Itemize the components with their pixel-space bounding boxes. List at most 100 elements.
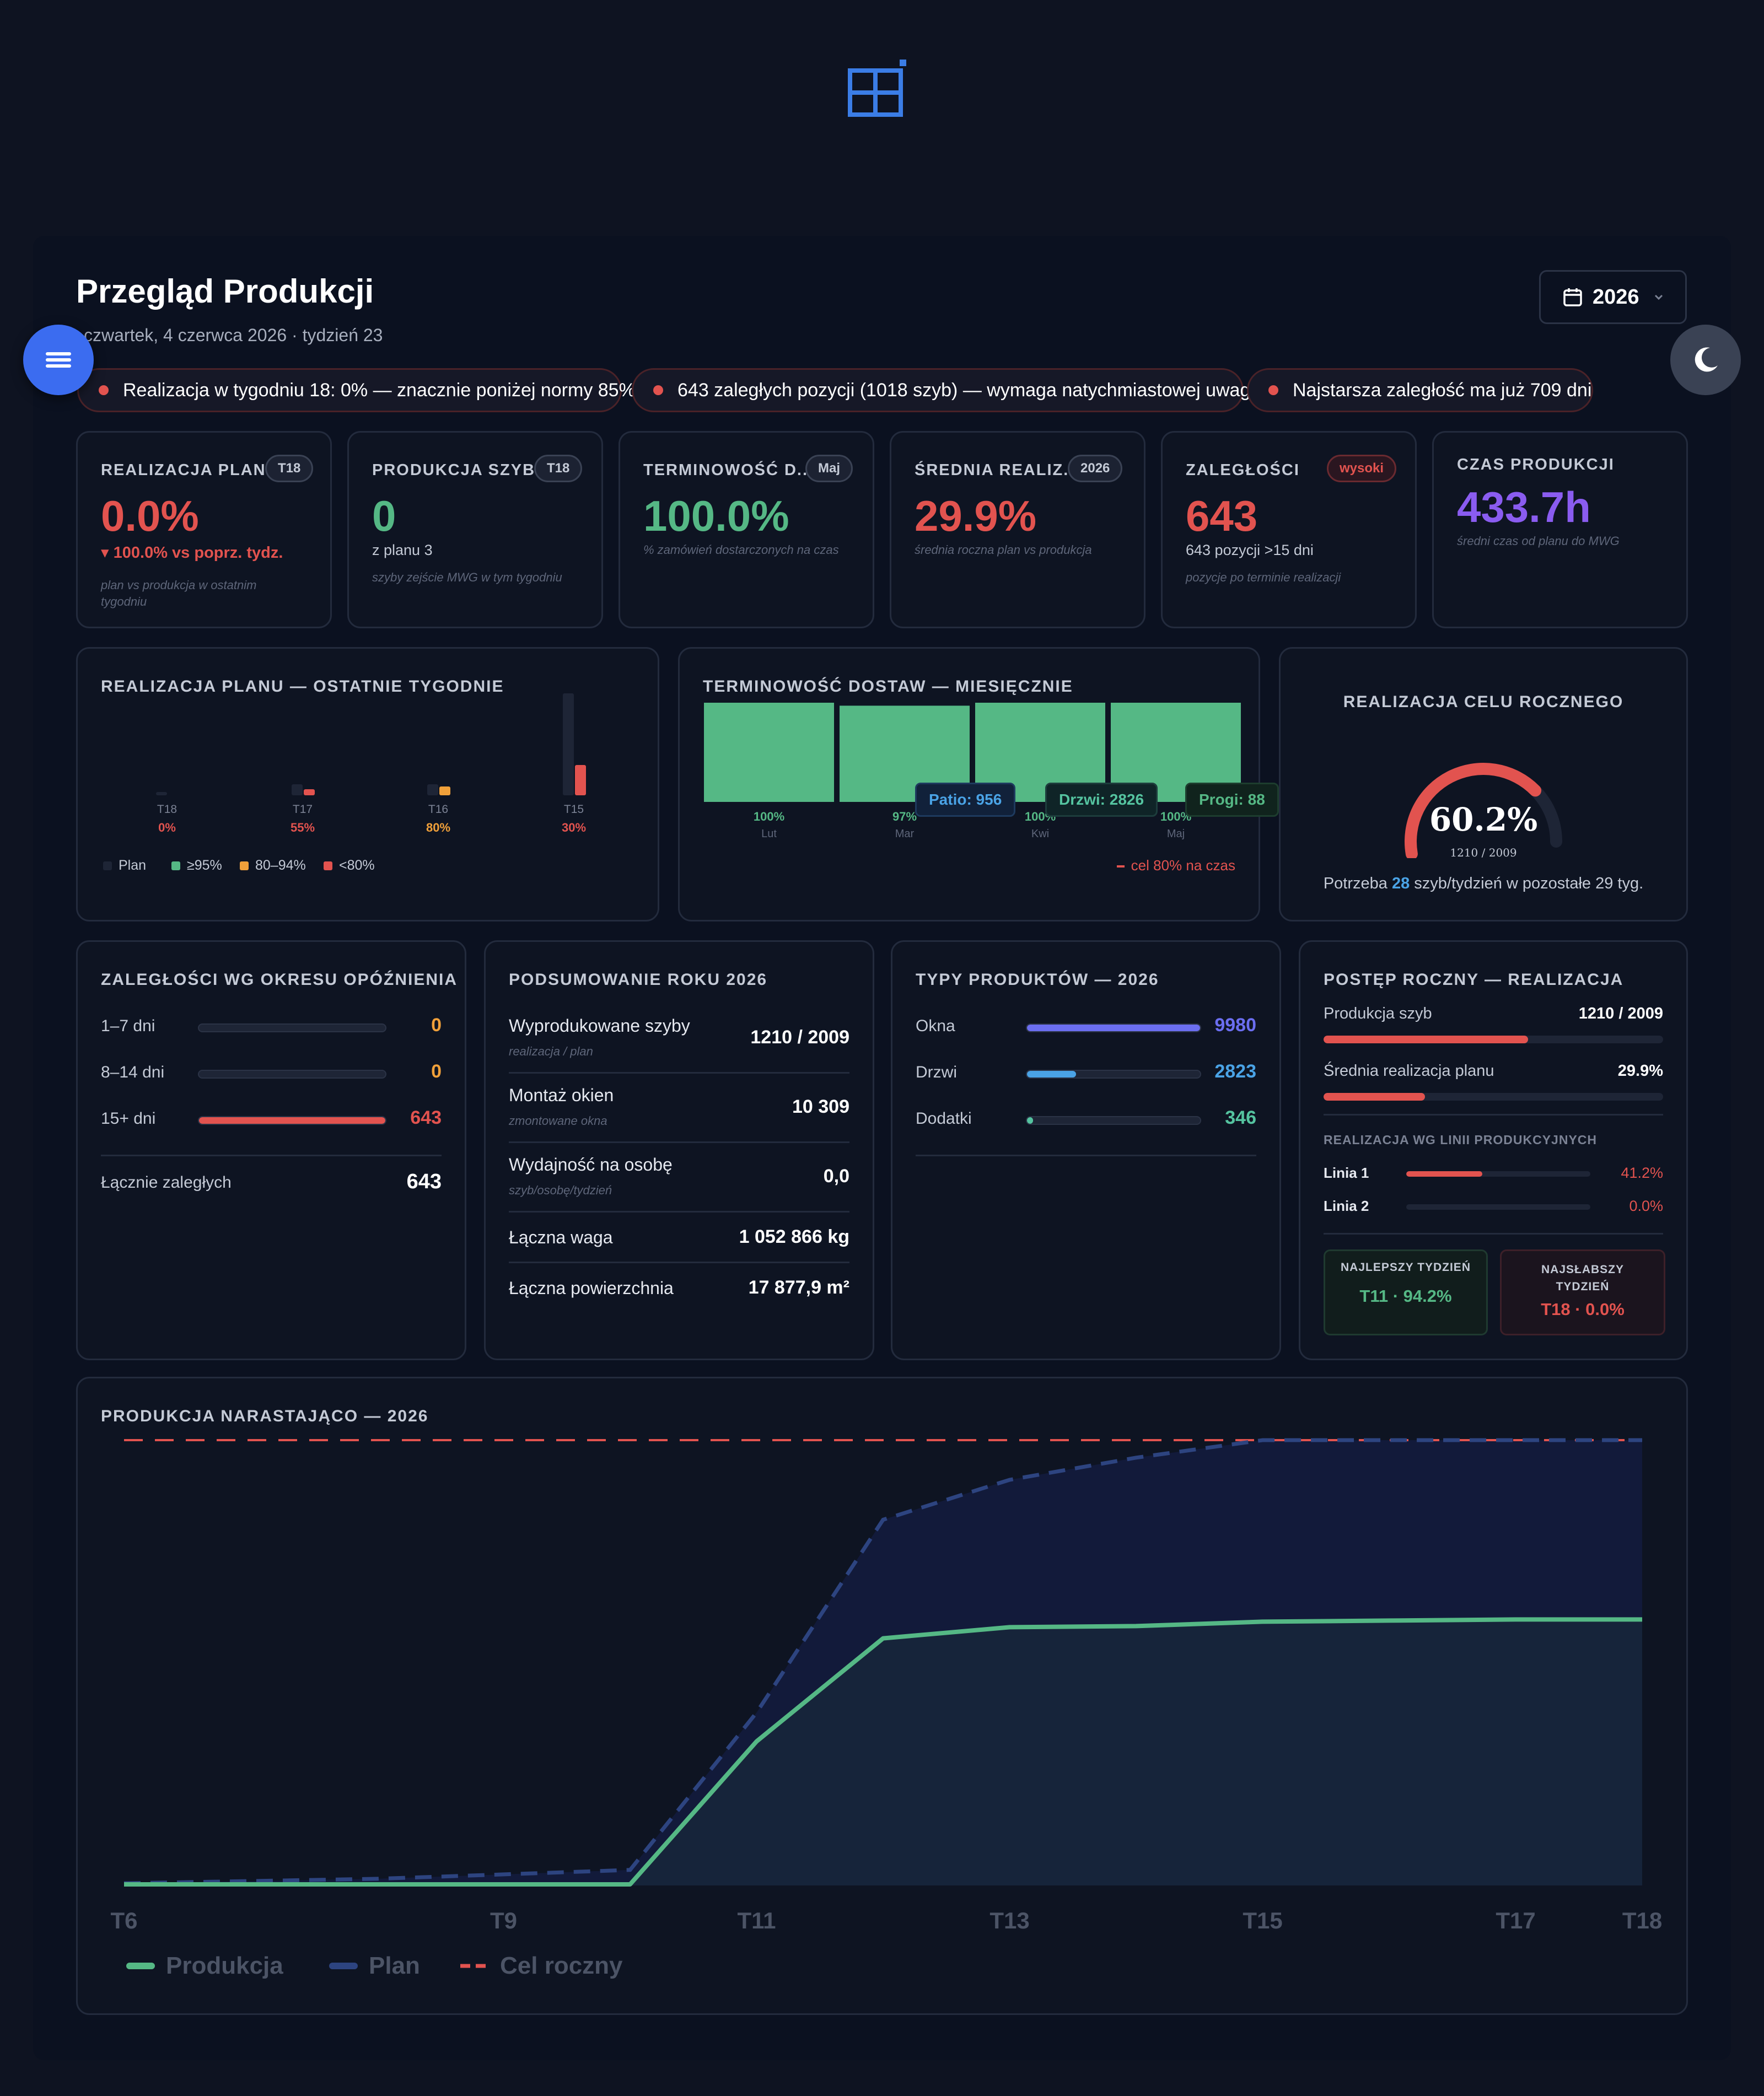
backlog-row-value: 643 <box>410 1107 442 1128</box>
week-tick-label: T18 <box>157 803 177 816</box>
x-tick-label: T9 <box>490 1908 517 1933</box>
legend-swatch <box>103 861 112 870</box>
backlog-total-label: Łącznie zaległych <box>101 1173 232 1192</box>
week-percent-label: 80% <box>426 821 450 834</box>
kpi-value: 0 <box>372 492 396 540</box>
product-row-value: 9980 <box>1214 1015 1256 1036</box>
plan-bar <box>563 693 574 795</box>
progress-track <box>1324 1036 1663 1043</box>
week-percent-label: 55% <box>291 821 315 834</box>
line-track <box>1406 1204 1590 1210</box>
section-title: REALIZACJA CELU ROCZNEGO <box>1343 693 1624 711</box>
x-tick-label: T13 <box>989 1908 1029 1933</box>
annual-progress-card: POSTĘP ROCZNY — REALIZACJA Produkcja szy… <box>1299 940 1688 1360</box>
line-track <box>1406 1171 1590 1177</box>
alert-text: 643 zaległych pozycji (1018 szyb) — wyma… <box>677 379 1255 401</box>
kpi-label: PRODUKCJA SZYB <box>372 461 536 479</box>
hamburger-icon <box>46 349 71 370</box>
best-week-value: T11 · 94.2% <box>1359 1286 1452 1306</box>
kpi-label: ŚREDNIA REALIZ... <box>915 461 1080 479</box>
backlog-row-value: 0 <box>431 1061 442 1082</box>
line-fill <box>1406 1171 1482 1177</box>
summary-label: Wyprodukowane szyby <box>509 1016 690 1036</box>
cumulative-chart-card: PRODUKCJA NARASTAJĄCO — 2026 T6 T9 T11 T13 T… <box>76 1377 1688 2015</box>
product-chip: Progi: 88 <box>1185 783 1279 817</box>
progress-label: Produkcja szyb <box>1324 1005 1432 1022</box>
year-selector[interactable]: 2026 <box>1539 270 1687 324</box>
legend-label: Plan <box>369 1952 420 1979</box>
legend-swatch <box>126 1963 155 1969</box>
alert-pill: 643 zaległych pozycji (1018 szyb) — wyma… <box>632 368 1255 412</box>
legend-swatch <box>240 861 249 870</box>
goal-ratio: 1210 / 2009 <box>1450 846 1517 859</box>
kpi-value: 29.9% <box>915 492 1037 540</box>
section-title: REALIZACJA PLANU — OSTATNIE TYGODNIE <box>101 677 504 696</box>
line-value: 0.0% <box>1629 1198 1663 1214</box>
alert-dot-icon <box>99 385 109 395</box>
x-tick-label: T15 <box>1243 1908 1282 1933</box>
kpi-badge: 2026 <box>1068 455 1123 482</box>
legend-label: 80–94% <box>255 858 306 873</box>
app-logo-icon <box>848 60 906 117</box>
summary-value: 1210 / 2009 <box>750 1027 849 1048</box>
kpi-label: REALIZACJA PLANU <box>101 461 279 479</box>
kpi-sub: z planu 3 <box>372 542 433 558</box>
divider <box>509 1211 849 1213</box>
summary-value: 0,0 <box>823 1166 849 1187</box>
kpi-note: % zamówień dostarczonych na czas <box>643 543 839 557</box>
worst-week-value: T18 · 0.0% <box>1541 1300 1625 1319</box>
kpi-badge: wysoki <box>1327 455 1397 482</box>
kpi-card-glass: PRODUKCJA SZYB T18 0 z planu 3 szyby zej… <box>347 431 603 628</box>
worst-week-box: NAJSŁABSZY TYDZIEŃ T18 · 0.0% <box>1500 1249 1665 1335</box>
backlog-track <box>198 1070 386 1079</box>
kpi-card-time: CZAS PRODUKCJI 433.7h średni czas od pla… <box>1432 431 1688 628</box>
line-label: Linia 1 <box>1324 1165 1369 1181</box>
backlog-row-label: 1–7 dni <box>101 1017 155 1035</box>
section-title: TYPY PRODUKTÓW — 2026 <box>916 971 1159 989</box>
delivery-bar <box>704 703 834 802</box>
plan-bar <box>156 792 167 795</box>
delivery-percent-label: 100% <box>754 810 784 823</box>
kpi-value: 100.0% <box>643 492 789 540</box>
kpi-card-delivery: TERMINOWOŚĆ D... Maj 100.0% % zamówień d… <box>619 431 874 628</box>
theme-toggle-button[interactable] <box>1670 325 1741 395</box>
best-week-label: NAJLEPSZY TYDZIEŃ <box>1341 1261 1471 1274</box>
menu-button[interactable] <box>23 325 94 395</box>
kpi-note: średni czas od planu do MWG <box>1457 534 1620 548</box>
kpi-delta: ▾ 100.0% vs poprz. tydz. <box>101 544 283 562</box>
legend-swatch <box>171 861 180 870</box>
backlog-by-delay-card: ZALEGŁOŚCI WG OKRESU OPÓŹNIENIA 1–7 dni 0… <box>76 940 466 1360</box>
x-tick-label: T17 <box>1496 1908 1535 1933</box>
week-percent-label: 0% <box>158 821 176 834</box>
plan-bar <box>292 784 303 795</box>
kpi-label: ZALEGŁOŚCI <box>1186 461 1300 479</box>
section-title: POSTĘP ROCZNY — REALIZACJA <box>1324 971 1624 989</box>
moon-icon <box>1695 347 1718 372</box>
kpi-card-backlog: ZALEGŁOŚCI wysoki 643 643 pozycji >15 dn… <box>1161 431 1417 628</box>
legend-swatch <box>324 861 332 870</box>
summary-note: zmontowane okna <box>509 1114 607 1128</box>
summary-note: realizacja / plan <box>509 1044 593 1058</box>
summary-value: 10 309 <box>792 1096 849 1117</box>
gauge-fill <box>1405 763 1542 858</box>
goal-percent: 60.2% <box>1429 801 1538 838</box>
backlog-row-label: 15+ dni <box>101 1109 156 1128</box>
alert-text: Realizacja w tygodniu 18: 0% — znacznie … <box>123 379 636 401</box>
legend-label: ≥95% <box>187 858 222 873</box>
calendar-icon <box>1563 288 1582 306</box>
legend-swatch <box>329 1963 358 1969</box>
page-subtitle: czwartek, 4 czerwca 2026 · tydzień 23 <box>84 325 383 345</box>
kpi-note: średnia roczna plan vs produkcja <box>915 543 1092 557</box>
delivery-target: cel 80% na czas <box>1116 857 1235 874</box>
product-track <box>1026 1023 1201 1032</box>
delivery-month-label: Maj <box>1167 828 1185 840</box>
legend-label: Cel roczny <box>500 1952 623 1979</box>
week-tick-label: T17 <box>293 803 313 816</box>
chevron-down-icon <box>1654 294 1663 300</box>
x-tick-label: T11 <box>737 1908 776 1933</box>
production-area <box>124 1619 1642 1885</box>
backlog-fill <box>199 1117 385 1124</box>
progress-value: 1210 / 2009 <box>1578 1005 1663 1022</box>
product-track <box>1026 1116 1201 1125</box>
product-row-label: Drzwi <box>916 1063 957 1081</box>
